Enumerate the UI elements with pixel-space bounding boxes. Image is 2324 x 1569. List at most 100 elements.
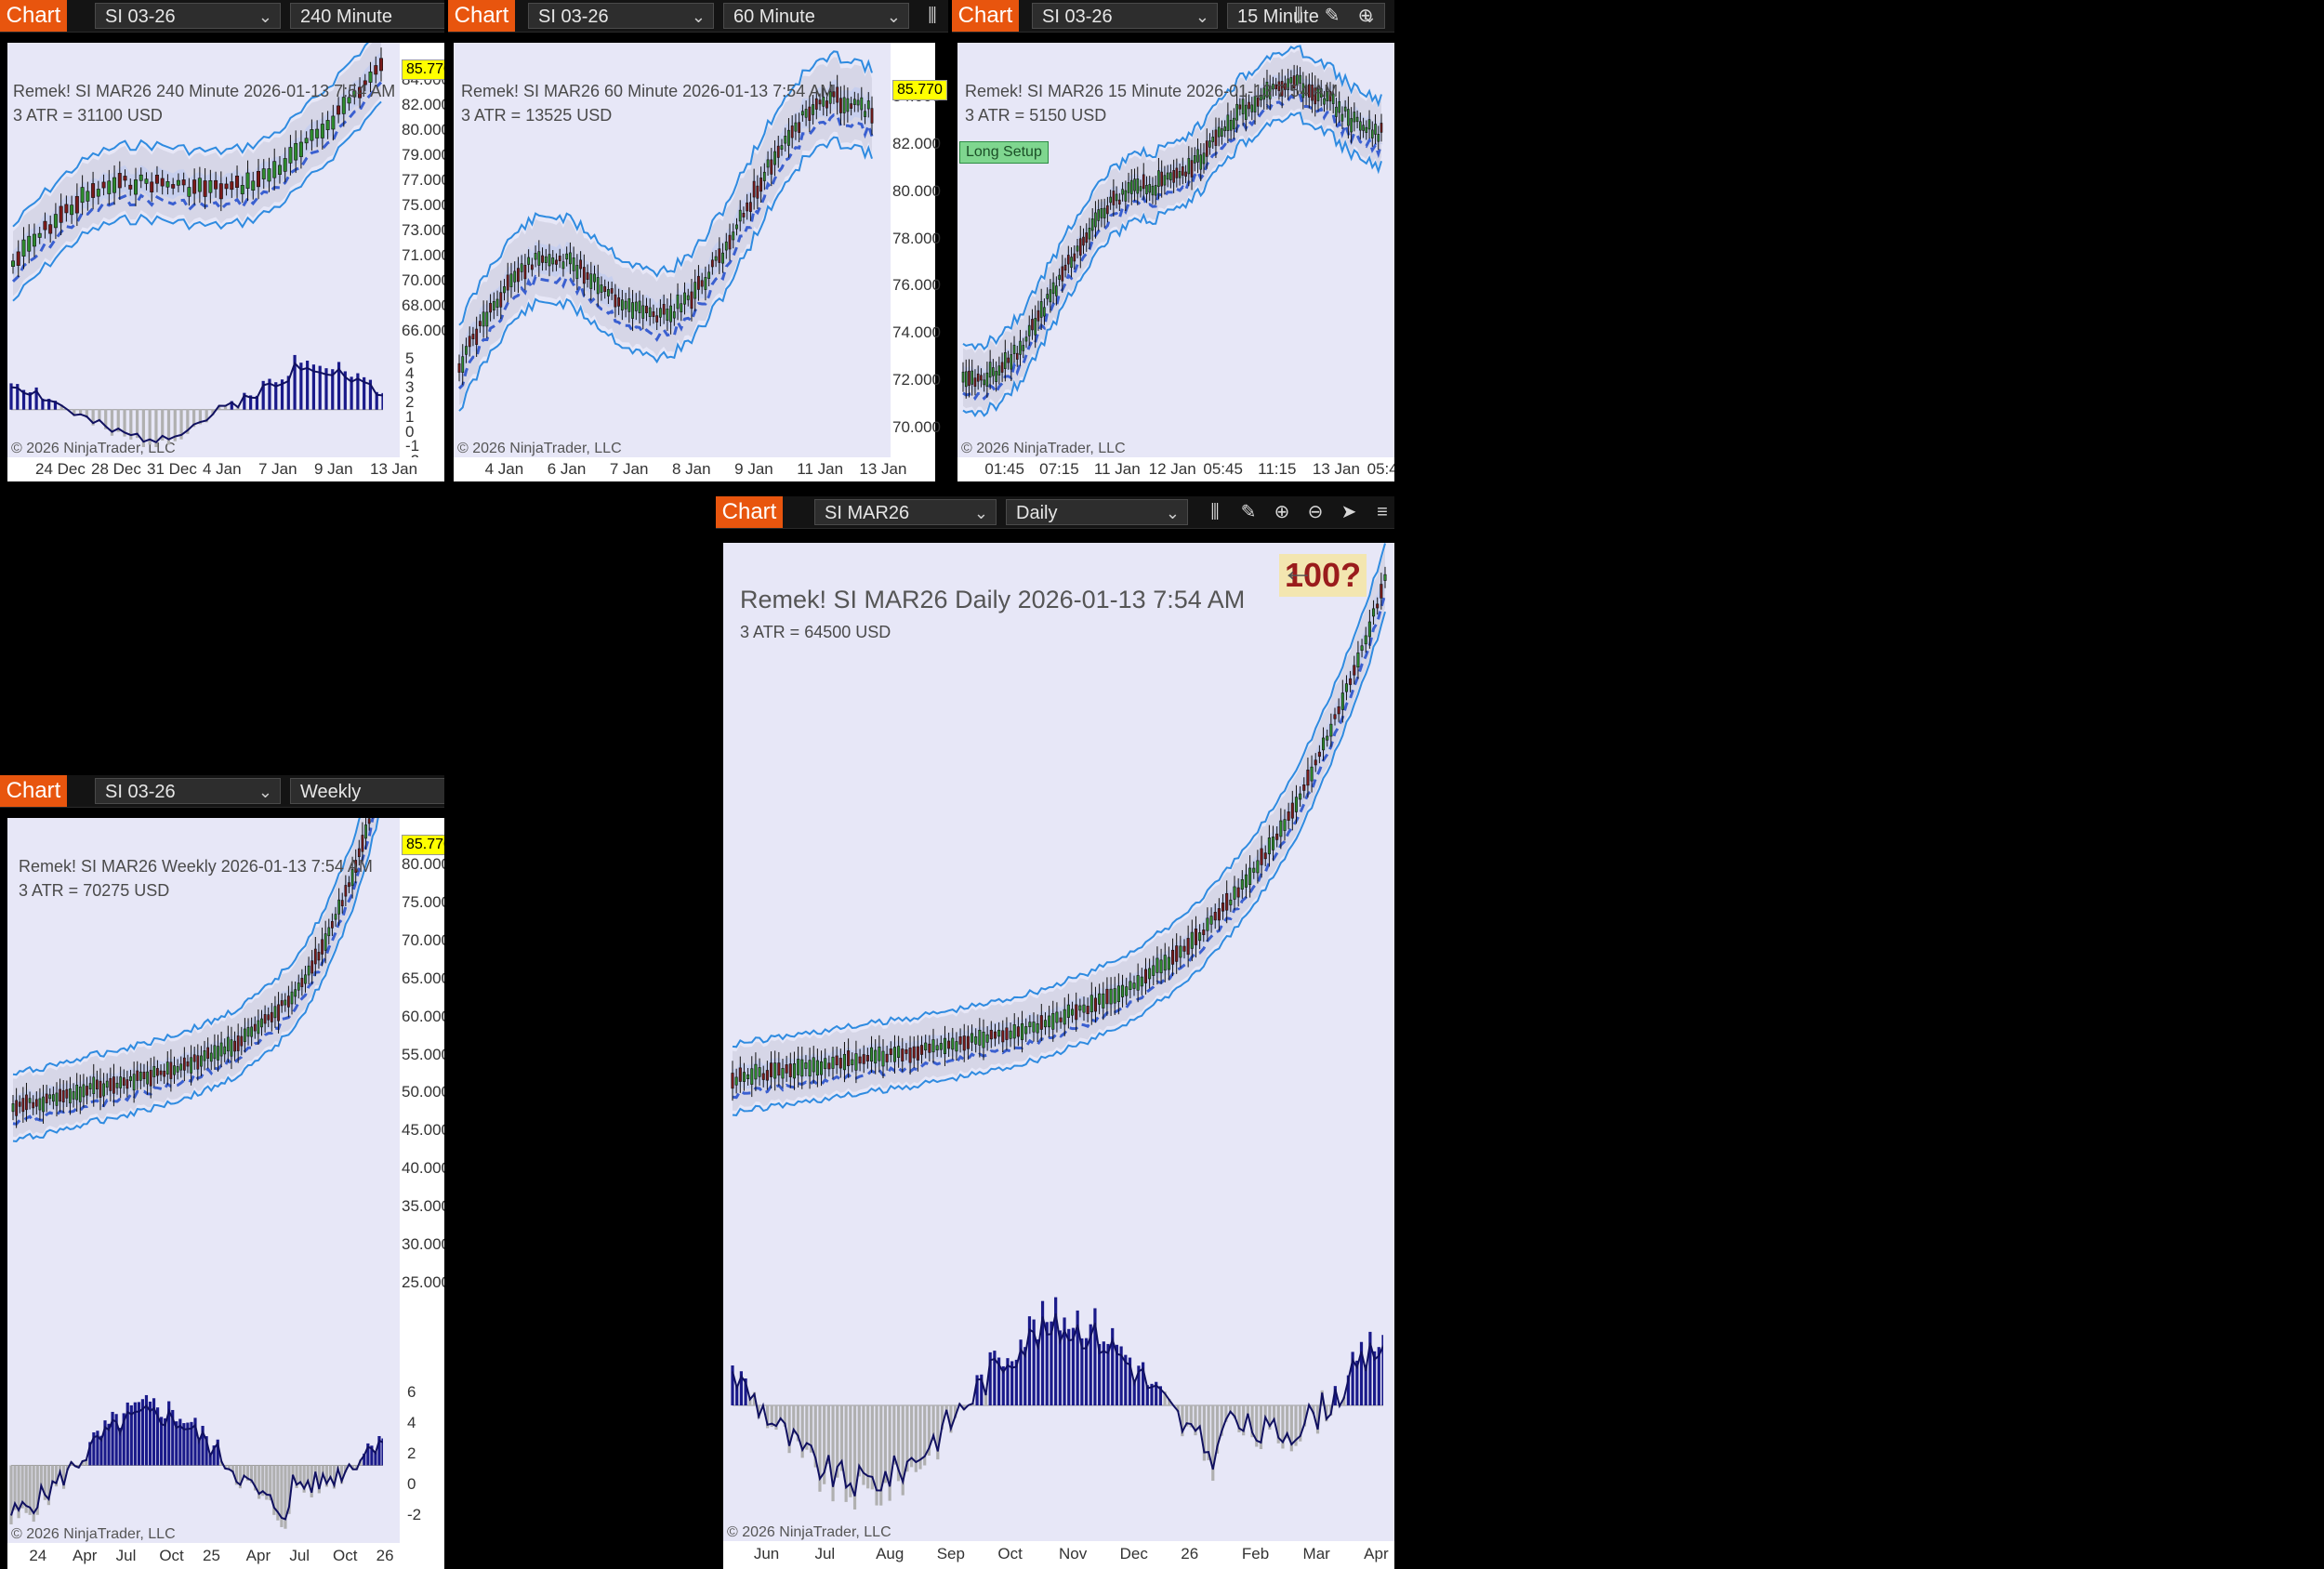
price-panel[interactable]: Remek! SI MAR26 240 Minute 2026-01-13 7:… — [7, 43, 400, 457]
osc-bar — [1368, 1331, 1372, 1405]
zoom-icon[interactable]: ⊕ — [1357, 6, 1374, 26]
candle-body — [1340, 113, 1344, 122]
chart-tab[interactable]: Chart — [0, 775, 67, 807]
candle-body — [310, 129, 314, 141]
candle-body — [901, 1048, 905, 1061]
osc-bar — [1346, 1375, 1351, 1405]
candle-body — [1187, 158, 1191, 175]
osc-bar — [321, 1465, 324, 1476]
candle-body — [852, 99, 856, 105]
x-axis[interactable]: 01:45 07:15 11 Jan 12 Jan 05:45 11:15 13 Jan 05… — [957, 457, 1394, 481]
candle-body — [1329, 723, 1333, 737]
x-axis[interactable]: 24 Apr Jul Oct 25 Apr Jul Oct 26 — [7, 1543, 444, 1569]
interval-select[interactable]: Weekly⌄ — [290, 778, 444, 804]
x-axis[interactable]: 4 Jan 6 Jan 7 Jan 8 Jan 9 Jan 11 Jan 13 Jan — [454, 457, 935, 481]
x-axis[interactable]: 24 Dec 28 Dec 31 Dec 4 Jan 7 Jan 9 Jan 13 Jan — [7, 457, 444, 481]
bars-icon[interactable]: ⫼ — [1294, 6, 1303, 26]
interval-select[interactable]: Daily ⌄ — [1006, 499, 1188, 525]
chevron-icon[interactable]: ▾ — [1387, 4, 1395, 28]
candle-body — [1100, 208, 1103, 218]
candle-body — [1028, 1022, 1032, 1028]
interval-select[interactable]: 15 Minute ⌄ — [1227, 3, 1385, 29]
candle-body — [579, 259, 582, 270]
pencil-icon[interactable]: ✎ — [1324, 6, 1340, 26]
candle-body — [317, 952, 321, 961]
osc-bar — [234, 1465, 239, 1485]
candle-body — [251, 180, 256, 191]
chart-tab[interactable]: Chart — [448, 0, 515, 32]
axis-tick-label: 6 — [407, 1383, 416, 1401]
instrument-select[interactable]: SI 03-26 ⌄ — [528, 3, 714, 29]
price-panel[interactable]: Remek! SI MAR26 15 Minute 2026-01-13 7:5… — [957, 43, 1394, 457]
osc-bar — [236, 406, 240, 410]
y-axis[interactable]: 84.00082.00080.00078.00076.00074.00072.0… — [891, 43, 941, 457]
osc-bar — [1286, 1405, 1289, 1439]
candle-body — [245, 172, 250, 189]
candle-body — [509, 273, 513, 287]
osc-bar — [257, 1465, 261, 1499]
osc-bar — [1211, 1405, 1215, 1482]
candle-body — [752, 180, 756, 198]
candle-body — [724, 241, 728, 251]
osc-bar — [1010, 1361, 1014, 1405]
candle-body — [862, 1054, 865, 1064]
zoom-icon[interactable]: ⊕ — [1274, 502, 1290, 522]
osc-bar — [179, 409, 183, 440]
price-panel[interactable]: Remek! SI MAR26 Daily 2026-01-13 7:54 AM… — [723, 543, 1394, 1541]
osc-bar — [366, 1443, 370, 1466]
osc-bar — [1299, 1405, 1302, 1442]
candle-body — [641, 305, 645, 319]
candle-body — [754, 1063, 758, 1080]
candle-body — [163, 1070, 166, 1077]
candle-body — [277, 1004, 280, 1022]
osc-bar — [324, 368, 328, 410]
chart-tab[interactable]: Chart — [952, 0, 1019, 32]
candle-body — [596, 277, 600, 295]
interval-select[interactable]: 60 Minute ⌄ — [723, 3, 909, 29]
candle-body — [1036, 1022, 1039, 1034]
chart-tab[interactable]: Chart — [716, 496, 783, 528]
osc-bar — [1289, 1405, 1293, 1452]
interval-select[interactable]: 240 Minute⌄ — [290, 3, 444, 29]
pencil-icon[interactable]: ✎ — [1240, 502, 1257, 522]
osc-bar — [85, 409, 88, 418]
candle-body — [461, 356, 465, 373]
y-axis[interactable]: 84.00082.00080.00079.00077.00075.00073.0… — [400, 43, 444, 469]
candle-body — [1196, 149, 1199, 163]
arrow-left-icon[interactable]: ← — [1281, 550, 1314, 588]
chart-title: Remek! SI MAR26 60 Minute 2026-01-13 7:5… — [461, 82, 835, 100]
x-axis[interactable]: Jun Jul Aug Sep Oct Nov Dec 26 Feb Mar Apr — [723, 1541, 1394, 1569]
bars-icon[interactable]: ⫼ — [928, 6, 937, 26]
candle-body — [1194, 929, 1198, 945]
osc-bar — [1071, 1327, 1076, 1405]
candle-body — [152, 1065, 156, 1077]
candle-body — [1012, 1024, 1016, 1039]
candle-body — [1175, 167, 1179, 178]
instrument-select[interactable]: SI 03-26 ⌄ — [95, 778, 281, 804]
osc-bar — [1377, 1347, 1380, 1405]
chart-tab[interactable]: Chart — [0, 0, 67, 32]
instrument-select[interactable]: SI 03-26 ⌄ — [95, 3, 281, 29]
zoomout-icon[interactable]: ⊖ — [1307, 502, 1324, 522]
bars-icon[interactable]: ⫼ — [1210, 502, 1220, 522]
osc-bar — [359, 1459, 363, 1466]
y-axis[interactable]: 80.000 75.000 70.000 65.000 60.000 55.000 50.0… — [400, 818, 444, 1543]
instrument-select[interactable]: SI 03-26 ⌄ — [1032, 3, 1218, 29]
instrument-select[interactable]: SI MAR26 ⌄ — [814, 499, 997, 525]
props-icon[interactable]: ≡ — [1377, 502, 1388, 522]
price-panel[interactable]: Remek! SI MAR26 60 Minute 2026-01-13 7:5… — [454, 43, 891, 457]
candle-body — [128, 184, 133, 190]
x-tick-label: 9 Jan — [314, 460, 353, 478]
osc-bar — [268, 378, 271, 410]
candle-body — [1380, 123, 1383, 133]
candle-body — [290, 991, 294, 1005]
osc-bar — [1032, 1319, 1036, 1405]
candle-body — [112, 177, 117, 193]
axis-tick-label: 78.000 — [892, 229, 941, 247]
price-panel[interactable]: Remek! SI MAR26 Weekly 2026-01-13 7:54 A… — [7, 818, 400, 1543]
interval-value: Daily — [1016, 503, 1058, 523]
candle-body — [860, 97, 864, 111]
pointer-icon[interactable]: ➤ — [1340, 502, 1357, 522]
osc-bar — [363, 376, 366, 410]
candle-body — [919, 1045, 924, 1055]
